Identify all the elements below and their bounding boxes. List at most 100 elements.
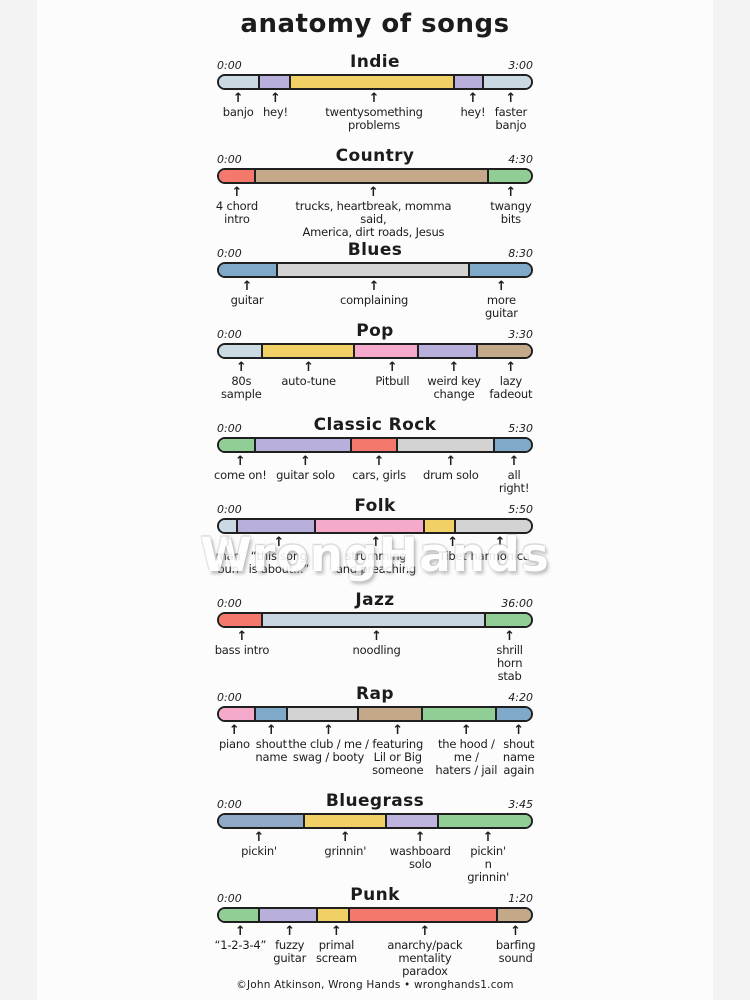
- genre-row-jazz: 0:00 Jazz 36:00 ↑ bass intro ↑ noodling ↑ shrill…: [214, 588, 533, 683]
- annotation: ↑ complaining: [340, 280, 408, 307]
- annotation-label: featuring Lil or Big someone: [372, 737, 424, 778]
- song-timeline-bar: [217, 343, 533, 359]
- bar-segment: [219, 708, 257, 720]
- bar-segment: [424, 520, 457, 532]
- bar-segment: [219, 76, 260, 88]
- time-start: 0:00: [217, 422, 242, 435]
- annotation: ↑ man bun: [216, 536, 241, 576]
- genre-title: Folk: [354, 496, 396, 516]
- annotation-label: the hood / me / haters / jail: [435, 737, 498, 778]
- genre-header: 0:00 Pop 3:30: [217, 319, 533, 341]
- bar-segment: [359, 708, 424, 720]
- genre-header: 0:00 Jazz 36:00: [217, 588, 533, 610]
- song-timeline-bar: [217, 74, 533, 90]
- annotation: ↑ 80s sample: [221, 361, 262, 401]
- annotation-label: shrill horn stab: [496, 643, 523, 684]
- annotation: ↑ harmonica: [471, 536, 530, 563]
- annotation: ↑ “this song is about...”: [249, 536, 310, 576]
- bar-segment: [485, 614, 531, 626]
- annotation: ↑ the hood / me / haters / jail: [433, 724, 500, 778]
- annotation: ↑ Pitbull: [375, 361, 409, 388]
- annotation-label: 4 chord intro: [215, 199, 258, 227]
- annotation-label: trucks, heartbreak, momma said, America,…: [295, 199, 452, 240]
- annotation: ↑ weird key change: [427, 361, 481, 401]
- annotation-label: faster banjo: [494, 105, 527, 133]
- genre-header: 0:00 Classic Rock 5:30: [217, 413, 533, 435]
- bar-segment: [219, 170, 257, 182]
- annotation: ↑ primal scream: [316, 925, 357, 965]
- arrow-up-icon: ↑: [371, 629, 383, 644]
- arrow-up-icon: ↑: [265, 723, 277, 738]
- bar-segment: [256, 439, 352, 451]
- annotations: ↑ banjo ↑ hey! ↑ twentysomething problems ↑ hey…: [217, 92, 533, 135]
- annotation: ↑ strumming and preaching: [336, 536, 416, 576]
- song-timeline-bar: [217, 262, 533, 278]
- annotation-label: strumming and preaching: [335, 549, 416, 577]
- annotation-label: guitar solo: [276, 468, 335, 482]
- annotation: ↑ cars, girls: [352, 455, 406, 482]
- bar-segment: [304, 815, 388, 827]
- annotation-label: 80s sample: [221, 374, 262, 402]
- arrow-up-icon: ↑: [467, 91, 479, 106]
- time-end: 4:30: [508, 153, 533, 166]
- genre-header: 0:00 Rap 4:20: [217, 682, 533, 704]
- annotations: ↑ 80s sample ↑ auto-tune ↑ Pitbull ↑ weird key …: [217, 361, 533, 404]
- annotation: ↑ pickin': [241, 831, 277, 858]
- annotation-label: the club / me / swag / booty: [288, 737, 369, 765]
- annotation: ↑ shout name again: [503, 724, 535, 778]
- arrow-up-icon: ↑: [339, 830, 351, 845]
- arrow-up-icon: ↑: [367, 185, 379, 200]
- time-end: 3:45: [508, 798, 533, 811]
- time-end: 8:30: [508, 247, 533, 260]
- arrow-up-icon: ↑: [228, 723, 240, 738]
- annotation-label: auto-tune: [281, 374, 336, 388]
- annotation-label: “1-2-3-4”: [214, 938, 267, 952]
- arrow-up-icon: ↑: [392, 723, 404, 738]
- arrow-up-icon: ↑: [386, 360, 398, 375]
- annotation-label: bass intro: [214, 643, 270, 657]
- bar-segment: [350, 909, 498, 921]
- song-timeline-bar: [217, 907, 533, 923]
- bar-segment: [237, 520, 316, 532]
- annotation-label: shout name: [255, 737, 288, 765]
- song-timeline-bar: [217, 706, 533, 722]
- bar-segment: [219, 815, 305, 827]
- song-timeline-bar: [217, 437, 533, 453]
- annotation-label: drum solo: [423, 468, 479, 482]
- arrow-up-icon: ↑: [253, 830, 265, 845]
- bar-segment: [484, 76, 531, 88]
- annotations: ↑ man bun ↑ “this song is about...” ↑ strummi…: [216, 536, 533, 579]
- arrow-up-icon: ↑: [232, 91, 244, 106]
- genre-row-bluegrass: 0:00 Bluegrass 3:45 ↑ pickin' ↑ grinnin' ↑ washb…: [217, 789, 533, 884]
- annotations: ↑ bass intro ↑ noodling ↑ shrill horn stab: [214, 629, 533, 683]
- annotation: ↑ noodling: [353, 630, 401, 657]
- annotation-label: more guitar: [484, 293, 518, 321]
- arrow-up-icon: ↑: [236, 629, 248, 644]
- genre-header: 0:00 Indie 3:00: [217, 50, 533, 72]
- bar-segment: [351, 439, 399, 451]
- arrow-up-icon: ↑: [273, 535, 285, 550]
- arrow-up-icon: ↑: [241, 279, 253, 294]
- arrow-up-icon: ↑: [494, 535, 506, 550]
- arrow-up-icon: ↑: [505, 185, 517, 200]
- song-timeline-bar: [217, 168, 533, 184]
- annotation: ↑ anarchy/pack mentality paradox: [371, 925, 479, 979]
- bar-segment: [262, 614, 486, 626]
- annotation: ↑ “1-2-3-4”: [214, 925, 266, 952]
- genre-title: Pop: [356, 321, 394, 341]
- time-end: 36:00: [501, 597, 533, 610]
- arrow-up-icon: ↑: [482, 830, 494, 845]
- bar-segment: [262, 345, 355, 357]
- annotation-label: twangy bits: [490, 199, 532, 227]
- annotation-label: Pitbull: [375, 374, 410, 388]
- annotation: ↑ guitar: [231, 280, 264, 307]
- arrow-up-icon: ↑: [495, 279, 507, 294]
- genre-row-pop: 0:00 Pop 3:30 ↑ 80s sample ↑ auto-tune ↑ Pitbull…: [217, 319, 533, 404]
- bar-segment: [256, 170, 489, 182]
- annotation: ↑ drum solo: [423, 455, 479, 482]
- arrow-up-icon: ↑: [460, 723, 472, 738]
- annotation-label: man bun: [215, 549, 241, 577]
- bar-segment: [290, 76, 455, 88]
- bar-segment: [317, 909, 351, 921]
